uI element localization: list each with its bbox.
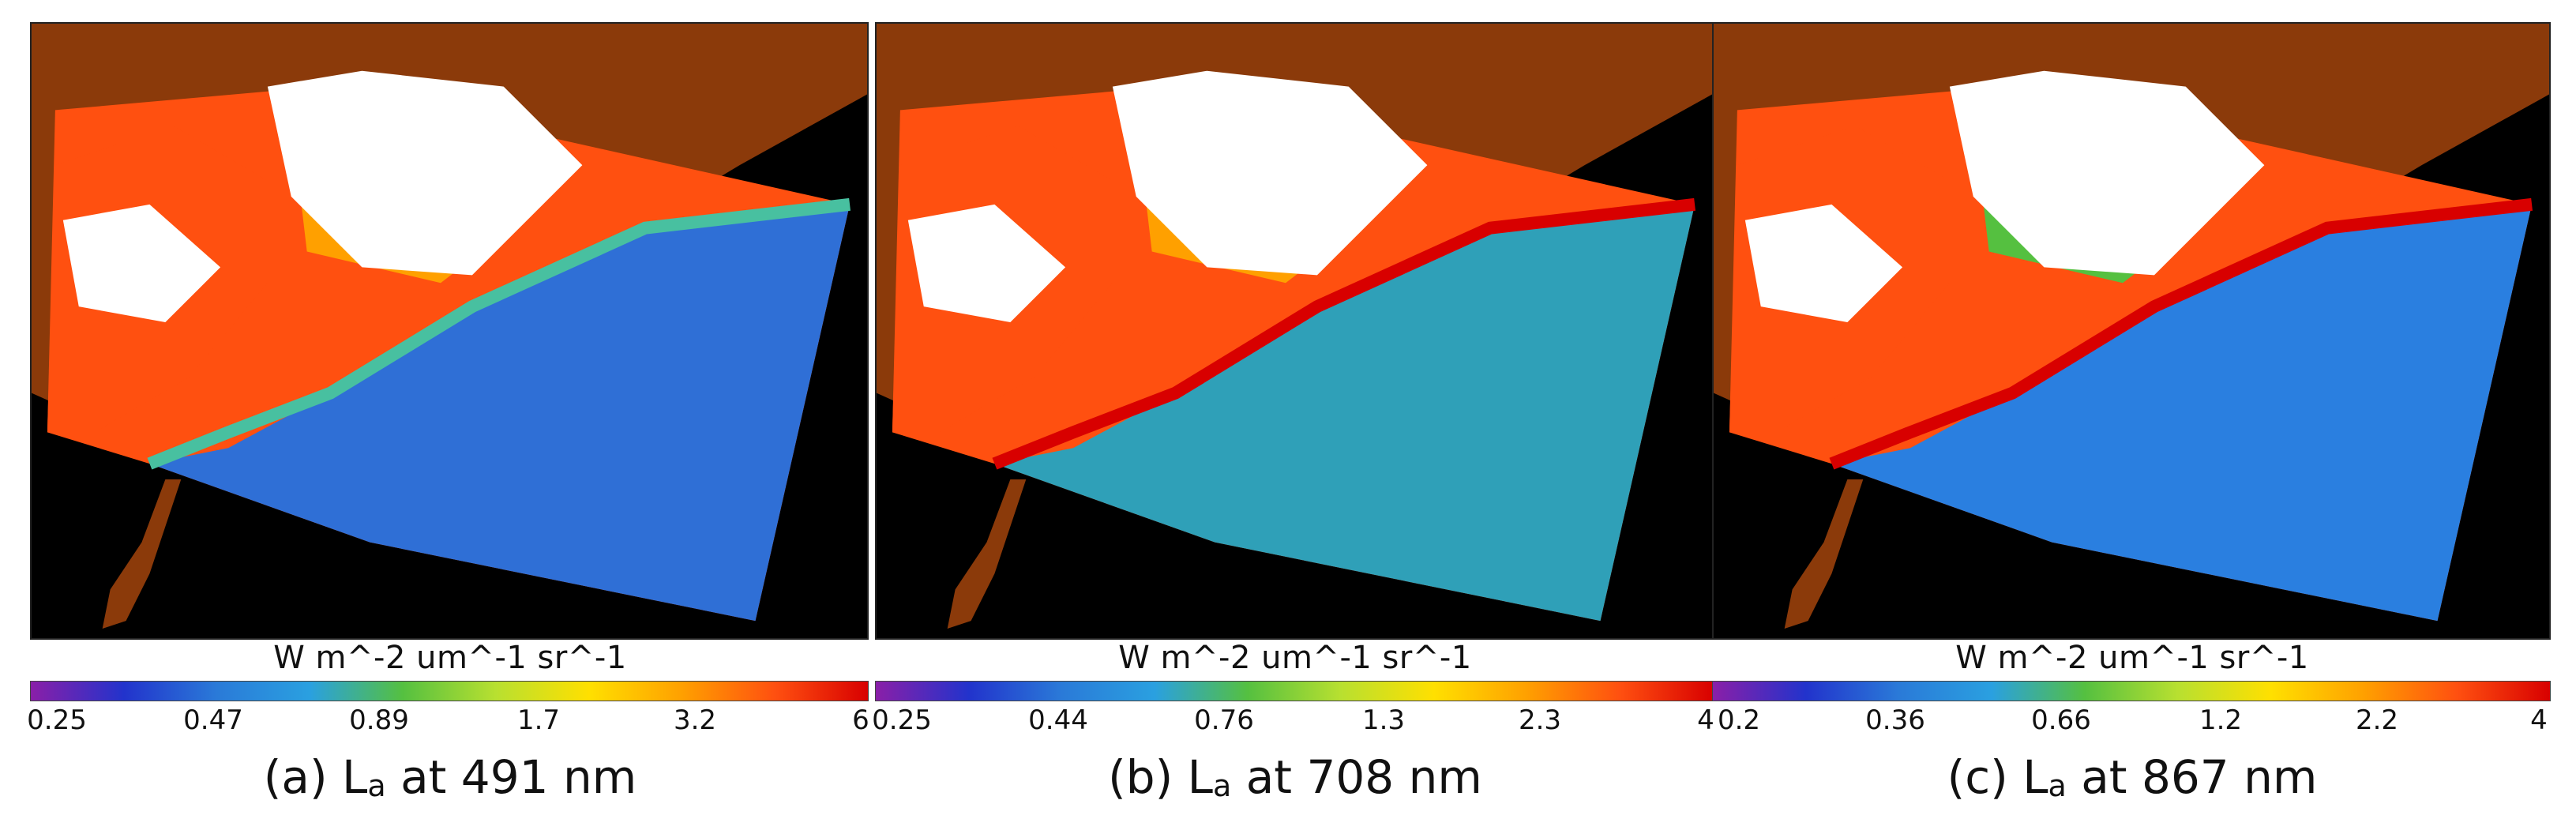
panel-c: W m^-2 um^-1 sr^-1 0.2 0.36 0.66 1.2 2.2…: [1706, 0, 2559, 819]
tick-a-5: 6: [852, 704, 869, 736]
tick-b-3: 1.3: [1361, 704, 1406, 736]
tick-a-2: 0.89: [349, 704, 409, 736]
tick-a-0: 0.25: [27, 704, 87, 736]
colorbar-ticks-b: 0.25 0.44 0.76 1.3 2.3 4: [869, 704, 1722, 736]
tick-c-1: 0.36: [1865, 704, 1925, 736]
tick-a-3: 1.7: [516, 704, 561, 736]
tick-c-4: 2.2: [2355, 704, 2399, 736]
caption-a-suffix: at 491 nm: [385, 750, 637, 804]
colorbar-ticks-a: 0.25 0.47 0.89 1.7 3.2 6: [24, 704, 877, 736]
panel-a: W m^-2 um^-1 sr^-1 0.25 0.47 0.89 1.7 3.…: [24, 0, 877, 819]
map-a-image: [32, 24, 867, 638]
map-c: [1712, 22, 2551, 640]
tick-c-2: 0.66: [2031, 704, 2091, 736]
caption-c-suffix: at 867 nm: [2066, 750, 2318, 804]
tick-c-5: 4: [2530, 704, 2548, 736]
caption-a-sub: a: [367, 768, 386, 803]
tick-c-3: 1.2: [2199, 704, 2243, 736]
colorbar-a: [30, 681, 869, 701]
map-a: [30, 22, 869, 640]
caption-b-suffix: at 708 nm: [1231, 750, 1482, 804]
map-b-image: [877, 24, 1712, 638]
unit-label-a: W m^-2 um^-1 sr^-1: [273, 640, 627, 676]
caption-b-prefix: (b) L: [1108, 750, 1213, 804]
map-c-image: [1714, 24, 2549, 638]
caption-a-prefix: (a) L: [263, 750, 368, 804]
colorbar-ticks-c: 0.2 0.36 0.66 1.2 2.2 4: [1706, 704, 2559, 736]
tick-b-1: 0.44: [1028, 704, 1088, 736]
tick-b-4: 2.3: [1518, 704, 1562, 736]
tick-b-0: 0.25: [872, 704, 932, 736]
caption-c-prefix: (c) L: [1947, 750, 2048, 804]
unit-label-c: W m^-2 um^-1 sr^-1: [1955, 640, 2309, 676]
colorbar-b: [875, 681, 1714, 701]
tick-b-5: 4: [1697, 704, 1714, 736]
caption-b: (b) La at 708 nm: [869, 750, 1722, 804]
unit-label-b: W m^-2 um^-1 sr^-1: [1118, 640, 1472, 676]
map-b: [875, 22, 1714, 640]
tick-a-1: 0.47: [183, 704, 243, 736]
caption-a: (a) La at 491 nm: [24, 750, 877, 804]
caption-b-sub: a: [1212, 768, 1232, 803]
caption-c-sub: a: [2048, 768, 2067, 803]
colorbar-c: [1712, 681, 2551, 701]
tick-c-0: 0.2: [1717, 704, 1761, 736]
tick-b-2: 0.76: [1194, 704, 1254, 736]
caption-c: (c) La at 867 nm: [1706, 750, 2559, 804]
tick-a-4: 3.2: [673, 704, 717, 736]
panel-b: W m^-2 um^-1 sr^-1 0.25 0.44 0.76 1.3 2.…: [869, 0, 1722, 819]
